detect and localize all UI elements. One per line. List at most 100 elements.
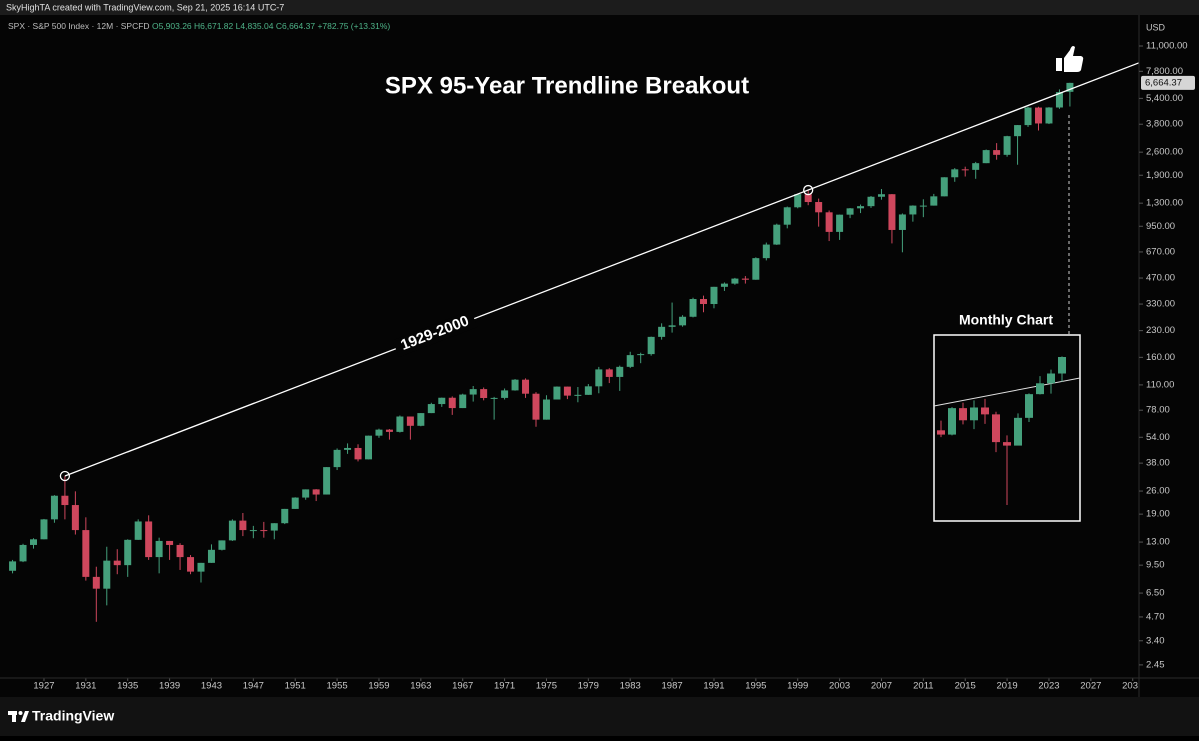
candle-body [1035, 107, 1042, 124]
candle-body [972, 163, 980, 170]
y-tick-label: 54.00 [1146, 432, 1170, 443]
candle-body [731, 278, 739, 284]
currency: USD [1146, 22, 1166, 32]
inset-frame [933, 334, 1081, 522]
y-tick-label: 330.00 [1146, 299, 1175, 310]
candle-body [1066, 82, 1074, 92]
candle-body [961, 169, 969, 171]
inset: Monthly Chart [933, 312, 1081, 522]
inset-trendline [933, 377, 1081, 407]
candle-body [438, 397, 446, 405]
candle-body [134, 521, 142, 540]
x-tick-label: 1951 [285, 681, 306, 692]
y-tick-label: 26.00 [1146, 486, 1170, 497]
y-tick-label: 9.50 [1146, 560, 1165, 571]
x-tick-label: 1943 [201, 681, 222, 692]
candle-body [804, 194, 812, 203]
candle-body [270, 523, 278, 531]
candle-body [19, 544, 27, 562]
y-tick-label: 1,900.00 [1146, 170, 1183, 181]
chart-title: SPX 95-Year Trendline Breakout [385, 72, 749, 99]
x-tick-label: 1995 [745, 681, 766, 692]
x-tick-label: 1971 [494, 681, 515, 692]
candle-body [187, 557, 195, 572]
candle-body [1047, 373, 1055, 384]
candle-body [522, 379, 530, 394]
candle-body [689, 299, 697, 317]
candle-body [563, 386, 571, 396]
candle-body [948, 408, 956, 435]
candle-body [909, 205, 917, 215]
y-tick-label: 78.00 [1146, 405, 1170, 416]
symbol: SPX · S&P 500 Index · 12M · SPCFD [8, 21, 150, 31]
y-tick-label: 4.70 [1146, 611, 1165, 622]
x-tick-label: 1927 [33, 681, 54, 692]
candle-body [71, 505, 79, 531]
x-tick-label: 1947 [243, 681, 264, 692]
x-tick-label: 1967 [452, 681, 473, 692]
x-tick-label: 2011 [913, 681, 933, 692]
candle-body [260, 530, 268, 532]
candle-body [836, 214, 844, 232]
candle-body [1058, 357, 1066, 374]
candle-body [1036, 383, 1044, 395]
candle-body [30, 539, 37, 545]
x-tick-label: 1955 [327, 681, 348, 692]
ohlc: L4,835.04 [236, 21, 274, 31]
y-tick-label: 13.00 [1146, 537, 1170, 548]
trendline-label-bg [392, 310, 478, 358]
candle-body [970, 407, 978, 421]
candle-body [281, 508, 289, 524]
candle-body [658, 326, 666, 337]
credit: SkyHighTA created with TradingView.com, … [6, 2, 284, 12]
candle-body [616, 366, 624, 377]
candle-body [959, 408, 967, 421]
candle-body [249, 530, 257, 532]
candle-body [145, 521, 153, 558]
y-tick-label: 5,400.00 [1146, 93, 1183, 104]
candle-body [61, 495, 69, 506]
candle-body [937, 430, 945, 435]
candle-body [930, 196, 938, 206]
candle-body [365, 435, 372, 460]
y-tick-label: 7,800.00 [1146, 66, 1183, 77]
candle-body [626, 355, 634, 367]
candle-body [501, 390, 509, 398]
candle-body [783, 207, 791, 225]
legend-line: SPX · S&P 500 Index · 12M · SPCFD O5,903… [8, 21, 390, 31]
candle-body [480, 389, 488, 398]
candle-body [919, 205, 927, 207]
y-tick-label: 3.40 [1146, 635, 1165, 646]
candle-body [291, 497, 299, 509]
candle-body [469, 389, 477, 395]
x-tick-label: 2027 [1080, 681, 1101, 692]
candle-body [857, 206, 865, 209]
candle-body [302, 489, 310, 498]
candle-body [333, 449, 341, 468]
candle-body [1024, 107, 1032, 126]
candle-body [888, 194, 896, 230]
candle-body [993, 150, 1001, 155]
x-tick-label: 2007 [871, 681, 892, 692]
x-tick-label: 1983 [620, 681, 641, 692]
ohlc: C6,664.37 [276, 21, 315, 31]
candle-body [595, 369, 603, 387]
candle-body [448, 397, 456, 409]
candle-body [815, 202, 823, 213]
candle-body [197, 562, 205, 572]
trendline-anchor [803, 184, 814, 196]
brand: TradingView [32, 708, 114, 724]
candle-body [605, 369, 613, 377]
candle-body [668, 325, 676, 327]
y-tick-label: 160.00 [1146, 352, 1175, 363]
candle-body [940, 177, 948, 197]
candle-body [344, 447, 352, 450]
y-tick-label: 1,300.00 [1146, 198, 1183, 209]
y-tick-label: 38.00 [1146, 458, 1170, 469]
y-tick-label: 6.50 [1146, 588, 1165, 599]
candle-body [417, 413, 425, 426]
x-tick-label: 1963 [410, 681, 431, 692]
y-tick-label: 110.00 [1146, 379, 1174, 390]
y-tick-label: 19.00 [1146, 509, 1170, 520]
